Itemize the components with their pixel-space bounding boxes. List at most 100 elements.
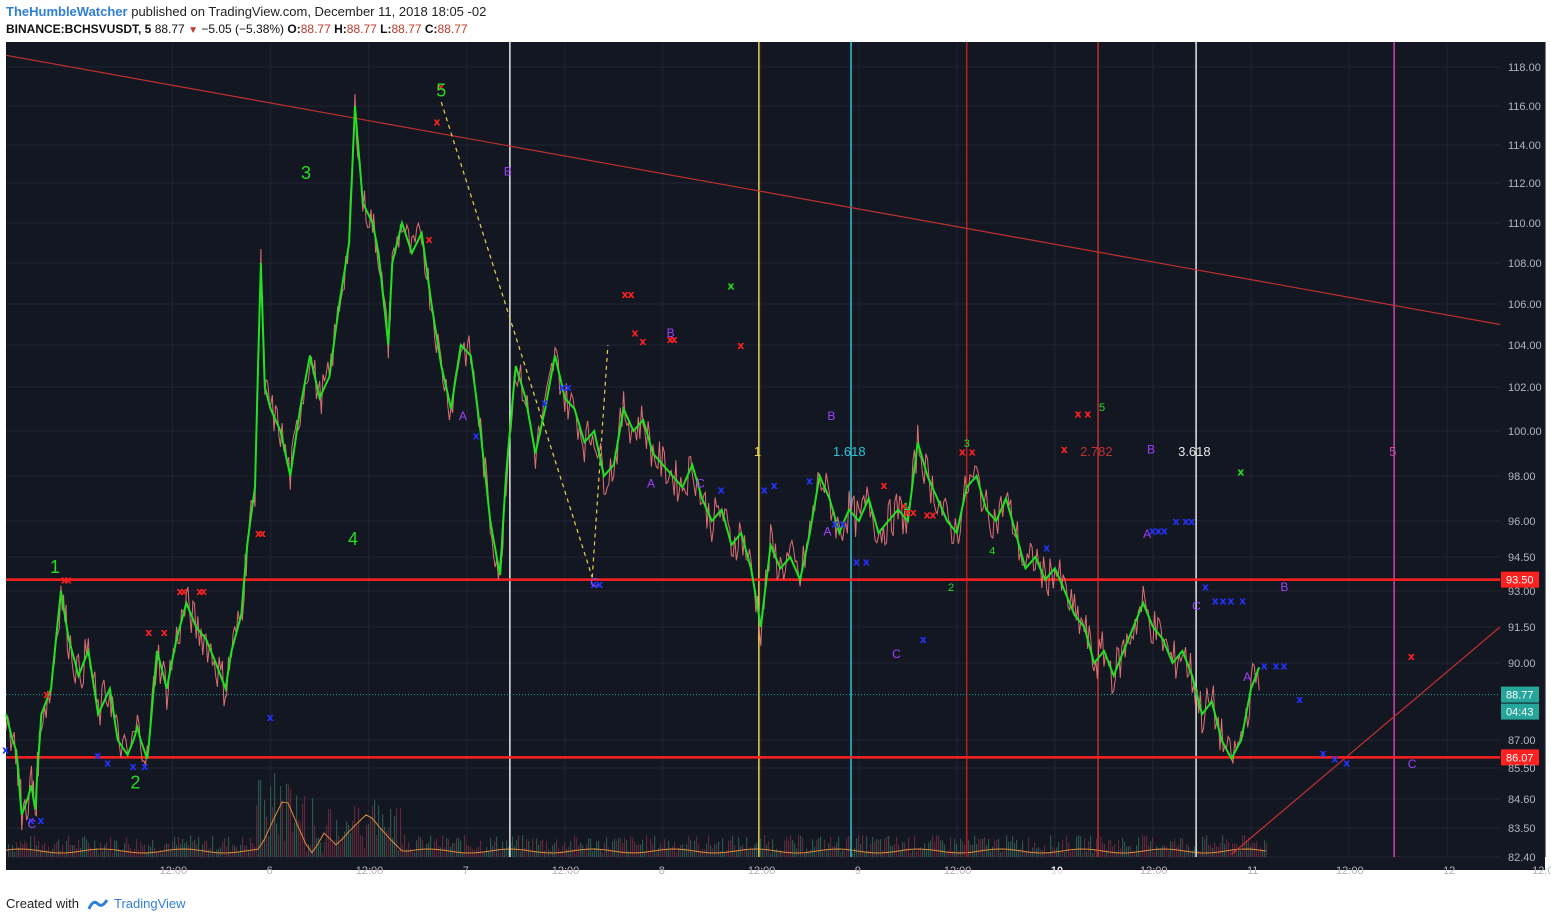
volume-bar <box>190 835 192 857</box>
volume-bar <box>276 823 278 857</box>
volume-bar <box>1194 846 1196 857</box>
countdown-label: 04:43 <box>1506 707 1534 719</box>
volume-bar <box>530 851 532 857</box>
volume-bar <box>322 852 324 857</box>
buy-signal-marker: x <box>1043 541 1050 554</box>
time-axis-tick-label: 6 <box>267 865 273 877</box>
volume-bar <box>208 849 210 857</box>
volume-bar <box>492 845 494 857</box>
buy-signal-marker: x <box>771 479 778 492</box>
sell-signal-marker: x <box>959 445 966 458</box>
volume-bar <box>626 840 628 857</box>
volume-bar <box>1168 850 1170 857</box>
volume-bar <box>1186 844 1188 857</box>
price-axis-tick-label: 100.00 <box>1508 426 1542 438</box>
volume-bar <box>1214 842 1216 857</box>
volume-bar <box>1124 841 1126 857</box>
level-price-tag <box>1501 571 1539 588</box>
volume-bar <box>974 835 976 857</box>
volume-bar <box>354 805 356 857</box>
volume-bar <box>612 841 614 857</box>
volume-bar <box>382 814 384 857</box>
volume-bar <box>608 847 610 857</box>
volume-bar <box>852 852 854 857</box>
volume-bar <box>798 835 800 857</box>
author-link[interactable]: TheHumbleWatcher <box>6 4 128 19</box>
volume-bar <box>442 835 444 857</box>
volume-bar <box>976 844 978 857</box>
volume-bar <box>482 851 484 857</box>
volume-bar <box>488 851 490 857</box>
volume-bar <box>586 843 588 857</box>
volume-bar <box>64 852 66 857</box>
volume-bar <box>642 839 644 857</box>
volume-bar <box>304 796 306 857</box>
volume-bar <box>318 837 320 857</box>
volume-bar <box>654 835 656 857</box>
volume-bar <box>408 842 410 857</box>
volume-bar <box>298 819 300 857</box>
buy-signal-marker: x <box>853 556 860 569</box>
volume-bar <box>520 851 522 857</box>
volume-bar <box>930 840 932 857</box>
volume-bar <box>302 803 304 857</box>
volume-bar <box>1206 835 1208 857</box>
volume-bar <box>1104 844 1106 857</box>
corrective-wave-label: C <box>1408 757 1417 771</box>
volume-bar <box>300 822 302 857</box>
publish-header: TheHumbleWatcher published on TradingVie… <box>6 4 486 19</box>
volume-bar <box>498 848 500 857</box>
price-axis-tick-label: 98.00 <box>1508 471 1536 483</box>
volume-bar <box>1048 852 1050 857</box>
volume-bar <box>784 840 786 857</box>
volume-bar <box>828 843 830 857</box>
volume-bar <box>1030 852 1032 857</box>
volume-bar <box>576 838 578 857</box>
volume-bar <box>882 850 884 857</box>
volume-bar <box>36 845 38 857</box>
volume-bar <box>438 846 440 857</box>
volume-bar <box>836 842 838 857</box>
volume-bar <box>56 842 58 857</box>
volume-bar <box>750 846 752 857</box>
volume-bar <box>146 852 148 857</box>
volume-bar <box>1018 849 1020 857</box>
volume-bar <box>688 836 690 857</box>
volume-bar <box>738 837 740 857</box>
volume-bar <box>978 838 980 857</box>
dashed-projection-line <box>440 101 593 578</box>
volume-bar <box>66 840 68 857</box>
volume-bar <box>1208 844 1210 857</box>
volume-bar <box>896 836 898 857</box>
volume-bar <box>414 852 416 857</box>
buy-signal-marker: x <box>37 814 44 827</box>
volume-bar <box>1122 837 1124 857</box>
volume-bar <box>620 838 622 857</box>
price-axis-tick-label: 108.00 <box>1508 258 1542 270</box>
created-with-text: Created with <box>6 896 79 911</box>
tradingview-brand[interactable]: TradingView <box>114 896 186 911</box>
volume-bar <box>204 841 206 857</box>
volume-bar <box>60 850 62 857</box>
volume-bar <box>180 844 182 857</box>
volume-bar <box>690 840 692 857</box>
volume-bar <box>324 841 326 857</box>
volume-bar <box>764 835 766 857</box>
volume-bar <box>160 849 162 857</box>
time-axis-tick-label: 8 <box>659 865 665 877</box>
volume-bar <box>862 835 864 857</box>
buy-signal-marker: x <box>1331 753 1338 766</box>
price-chart[interactable]: 1 1.618 2.782 3.618 593.5086.0788.7704:43xxx… <box>0 42 1551 890</box>
high-value: 88.77 <box>346 22 377 36</box>
volume-bar <box>250 837 252 857</box>
volume-bar <box>776 848 778 857</box>
volume-bar <box>854 848 856 857</box>
buy-signal-marker: x <box>1202 580 1209 593</box>
price-axis-tick-label: 102.00 <box>1508 382 1542 394</box>
volume-bar <box>456 838 458 857</box>
volume-bar <box>1204 838 1206 857</box>
volume-bar <box>780 850 782 857</box>
volume-bar <box>74 844 76 857</box>
buy-signal-marker: x <box>1320 747 1327 760</box>
volume-bar <box>600 849 602 857</box>
